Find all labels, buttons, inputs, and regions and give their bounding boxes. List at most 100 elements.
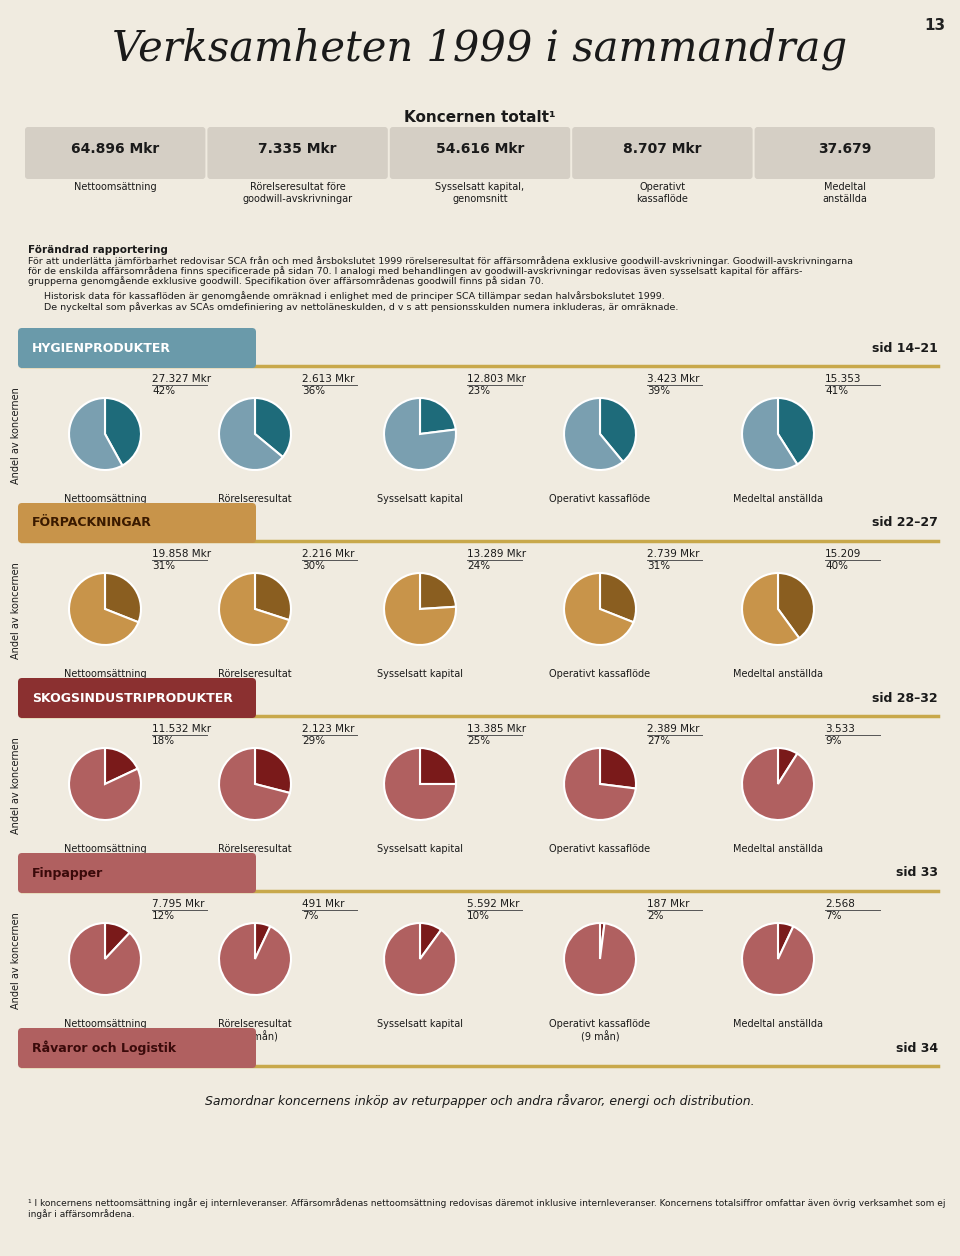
Text: 13: 13	[924, 18, 946, 33]
Wedge shape	[600, 923, 605, 960]
Text: 42%: 42%	[152, 386, 175, 396]
Text: 3.423 Mkr: 3.423 Mkr	[647, 374, 700, 384]
Text: Sysselsatt kapital: Sysselsatt kapital	[377, 844, 463, 854]
Wedge shape	[255, 398, 291, 457]
Text: 15.353: 15.353	[825, 374, 861, 384]
Text: Operativt kassaflöde: Operativt kassaflöde	[549, 844, 651, 854]
Text: Rörelseresultat: Rörelseresultat	[218, 494, 292, 504]
Wedge shape	[255, 573, 291, 620]
Wedge shape	[219, 398, 283, 470]
Text: Operativt kassaflöde: Operativt kassaflöde	[549, 669, 651, 679]
Text: Sysselsatt kapital,
genomsnitt: Sysselsatt kapital, genomsnitt	[436, 182, 524, 205]
Wedge shape	[742, 398, 798, 470]
Text: Sysselsatt kapital: Sysselsatt kapital	[377, 669, 463, 679]
Text: Rörelseresultat: Rörelseresultat	[218, 669, 292, 679]
Text: sid 33: sid 33	[896, 867, 938, 879]
Wedge shape	[69, 923, 141, 995]
Text: Medeltal anställda: Medeltal anställda	[733, 1019, 823, 1029]
Wedge shape	[384, 749, 456, 820]
Wedge shape	[742, 749, 814, 820]
Text: 54.616 Mkr: 54.616 Mkr	[436, 142, 524, 156]
Wedge shape	[69, 573, 138, 646]
Text: 41%: 41%	[825, 386, 848, 396]
Text: HYGIENPRODUKTER: HYGIENPRODUKTER	[32, 342, 171, 354]
Text: Medeltal anställda: Medeltal anställda	[733, 669, 823, 679]
Text: De nyckeltal som påverkas av SCAs omdefiniering av nettoläneskulden, d v s att p: De nyckeltal som påverkas av SCAs omdefi…	[38, 301, 679, 311]
Text: 13.289 Mkr: 13.289 Mkr	[467, 549, 526, 559]
FancyBboxPatch shape	[207, 127, 388, 180]
FancyBboxPatch shape	[390, 127, 570, 180]
Wedge shape	[600, 573, 636, 622]
Wedge shape	[384, 573, 456, 646]
Text: Andel av koncernen: Andel av koncernen	[11, 737, 21, 834]
Text: 23%: 23%	[467, 386, 491, 396]
Text: 39%: 39%	[647, 386, 670, 396]
Wedge shape	[255, 923, 271, 960]
Wedge shape	[742, 923, 814, 995]
Wedge shape	[564, 749, 636, 820]
FancyBboxPatch shape	[572, 127, 753, 180]
Text: 12%: 12%	[152, 911, 175, 921]
Text: 25%: 25%	[467, 736, 491, 746]
Wedge shape	[384, 923, 456, 995]
Text: Historisk data för kassaflöden är genomgående omräknad i enlighet med de princip: Historisk data för kassaflöden är genomg…	[38, 291, 664, 301]
Text: grupperna genomgående exklusive goodwill. Specifikation över affärsområdenas goo: grupperna genomgående exklusive goodwill…	[28, 276, 544, 286]
Wedge shape	[564, 923, 636, 995]
Text: 2.568: 2.568	[825, 899, 854, 909]
Text: SKOGSINDUSTRIPRODUKTER: SKOGSINDUSTRIPRODUKTER	[32, 692, 233, 705]
Text: Operativt kassaflöde: Operativt kassaflöde	[549, 494, 651, 504]
Text: 40%: 40%	[825, 561, 848, 571]
Text: 27%: 27%	[647, 736, 670, 746]
Text: Nettoomsättning
(9 mån): Nettoomsättning (9 mån)	[63, 1019, 146, 1042]
FancyBboxPatch shape	[18, 853, 256, 893]
Text: sid 22–27: sid 22–27	[872, 516, 938, 530]
Wedge shape	[69, 398, 122, 470]
FancyBboxPatch shape	[18, 502, 256, 543]
Text: Operativt
kassaflöde: Operativt kassaflöde	[636, 182, 688, 205]
Wedge shape	[105, 573, 141, 622]
Text: 11.532 Mkr: 11.532 Mkr	[152, 723, 211, 734]
Text: 7%: 7%	[302, 911, 319, 921]
Wedge shape	[600, 398, 636, 462]
Text: 8.707 Mkr: 8.707 Mkr	[623, 142, 702, 156]
FancyBboxPatch shape	[18, 678, 256, 718]
Wedge shape	[778, 923, 793, 960]
Text: 24%: 24%	[467, 561, 491, 571]
Text: 2%: 2%	[647, 911, 663, 921]
Text: 2.216 Mkr: 2.216 Mkr	[302, 549, 354, 559]
Text: Medeltal anställda: Medeltal anställda	[733, 494, 823, 504]
Wedge shape	[69, 749, 141, 820]
Text: för de enskilda affärsområdena finns specificerade på sidan 70. I analogi med be: för de enskilda affärsområdena finns spe…	[28, 266, 803, 276]
Text: Nettoomsättning: Nettoomsättning	[63, 844, 146, 854]
Wedge shape	[778, 749, 798, 784]
Text: Andel av koncernen: Andel av koncernen	[11, 913, 21, 1010]
Text: 64.896 Mkr: 64.896 Mkr	[71, 142, 159, 156]
Wedge shape	[564, 573, 634, 646]
Text: 36%: 36%	[302, 386, 325, 396]
Text: 2.739 Mkr: 2.739 Mkr	[647, 549, 700, 559]
Wedge shape	[384, 398, 456, 470]
Text: 7.795 Mkr: 7.795 Mkr	[152, 899, 204, 909]
Wedge shape	[105, 923, 130, 960]
Text: 30%: 30%	[302, 561, 325, 571]
Text: 19.858 Mkr: 19.858 Mkr	[152, 549, 211, 559]
Wedge shape	[105, 749, 137, 784]
Text: 18%: 18%	[152, 736, 175, 746]
Text: 9%: 9%	[825, 736, 842, 746]
FancyBboxPatch shape	[18, 328, 256, 368]
Text: Andel av koncernen: Andel av koncernen	[11, 563, 21, 659]
Wedge shape	[420, 573, 456, 609]
Text: 27.327 Mkr: 27.327 Mkr	[152, 374, 211, 384]
Text: Finpapper: Finpapper	[32, 867, 104, 879]
Text: Nettoomsättning: Nettoomsättning	[63, 669, 146, 679]
Text: sid 28–32: sid 28–32	[873, 692, 938, 705]
Wedge shape	[255, 749, 291, 793]
Text: Koncernen totalt¹: Koncernen totalt¹	[404, 111, 556, 126]
Text: FÖRPACKNINGAR: FÖRPACKNINGAR	[32, 516, 152, 530]
Text: Nettoomsättning: Nettoomsättning	[63, 494, 146, 504]
Text: 187 Mkr: 187 Mkr	[647, 899, 689, 909]
FancyBboxPatch shape	[25, 127, 205, 180]
Text: 5.592 Mkr: 5.592 Mkr	[467, 899, 519, 909]
Wedge shape	[420, 923, 442, 960]
Text: 31%: 31%	[647, 561, 670, 571]
